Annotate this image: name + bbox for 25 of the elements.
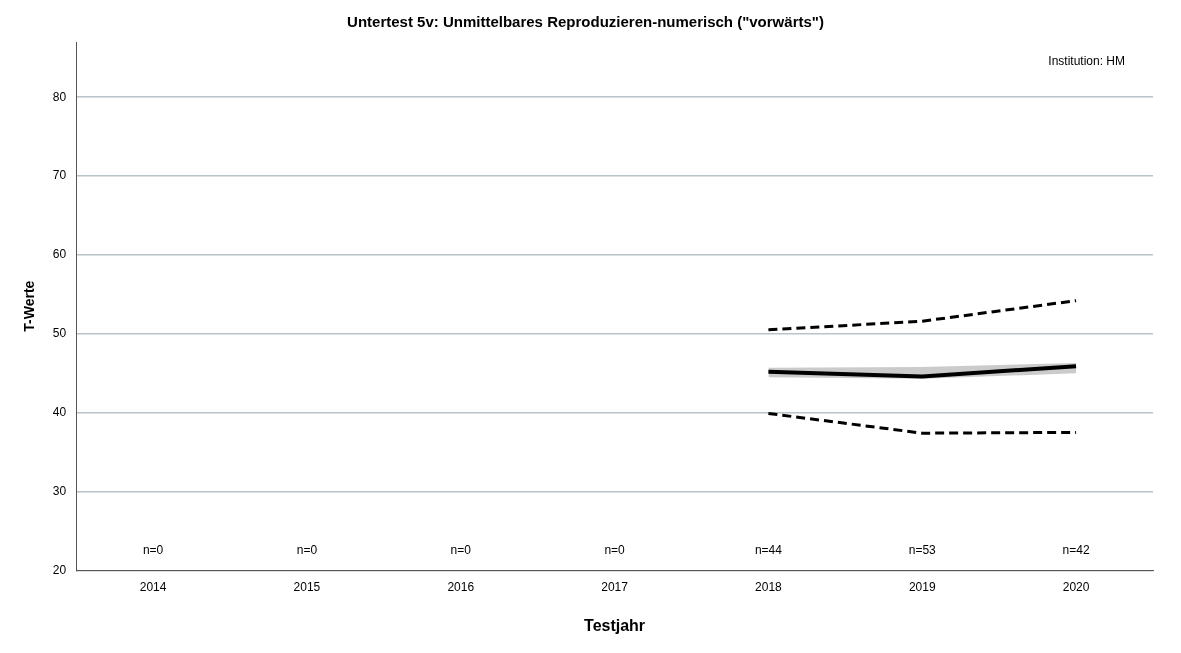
annotation: n=0 (296, 542, 318, 557)
y-tick-label: 20 (52, 562, 67, 577)
y-axis-title: T-Werte (21, 280, 38, 332)
annotation: n=53 (908, 542, 937, 557)
x-tick-label: 2014 (139, 579, 167, 594)
x-tick-label: 2015 (293, 579, 321, 594)
y-tick-label: 30 (52, 483, 67, 498)
y-tick-label: 50 (52, 326, 67, 341)
x-tick-label: 2018 (755, 579, 783, 594)
x-axis-title: Testjahr (584, 616, 646, 634)
annotation: n=0 (604, 542, 626, 557)
annotation: Institution: HM (1048, 54, 1125, 69)
x-tick-label: 2019 (908, 579, 936, 594)
annotation: n=42 (1062, 542, 1090, 557)
chart-title: Untertest 5v: Unmittelbares Reproduzieren-numerisch ("vorwärts") (347, 13, 824, 31)
y-tick-label: 60 (52, 247, 67, 262)
y-tick-label: 80 (52, 89, 67, 104)
x-tick-label: 2020 (1062, 579, 1090, 594)
y-tick-label: 40 (52, 404, 67, 419)
y-tick-label: 70 (52, 168, 67, 183)
annotation: n=44 (754, 542, 783, 557)
x-tick-label: 2017 (601, 579, 629, 594)
annotation: n=0 (142, 542, 164, 557)
x-tick-label: 2016 (447, 579, 475, 594)
annotation: n=0 (450, 542, 472, 557)
